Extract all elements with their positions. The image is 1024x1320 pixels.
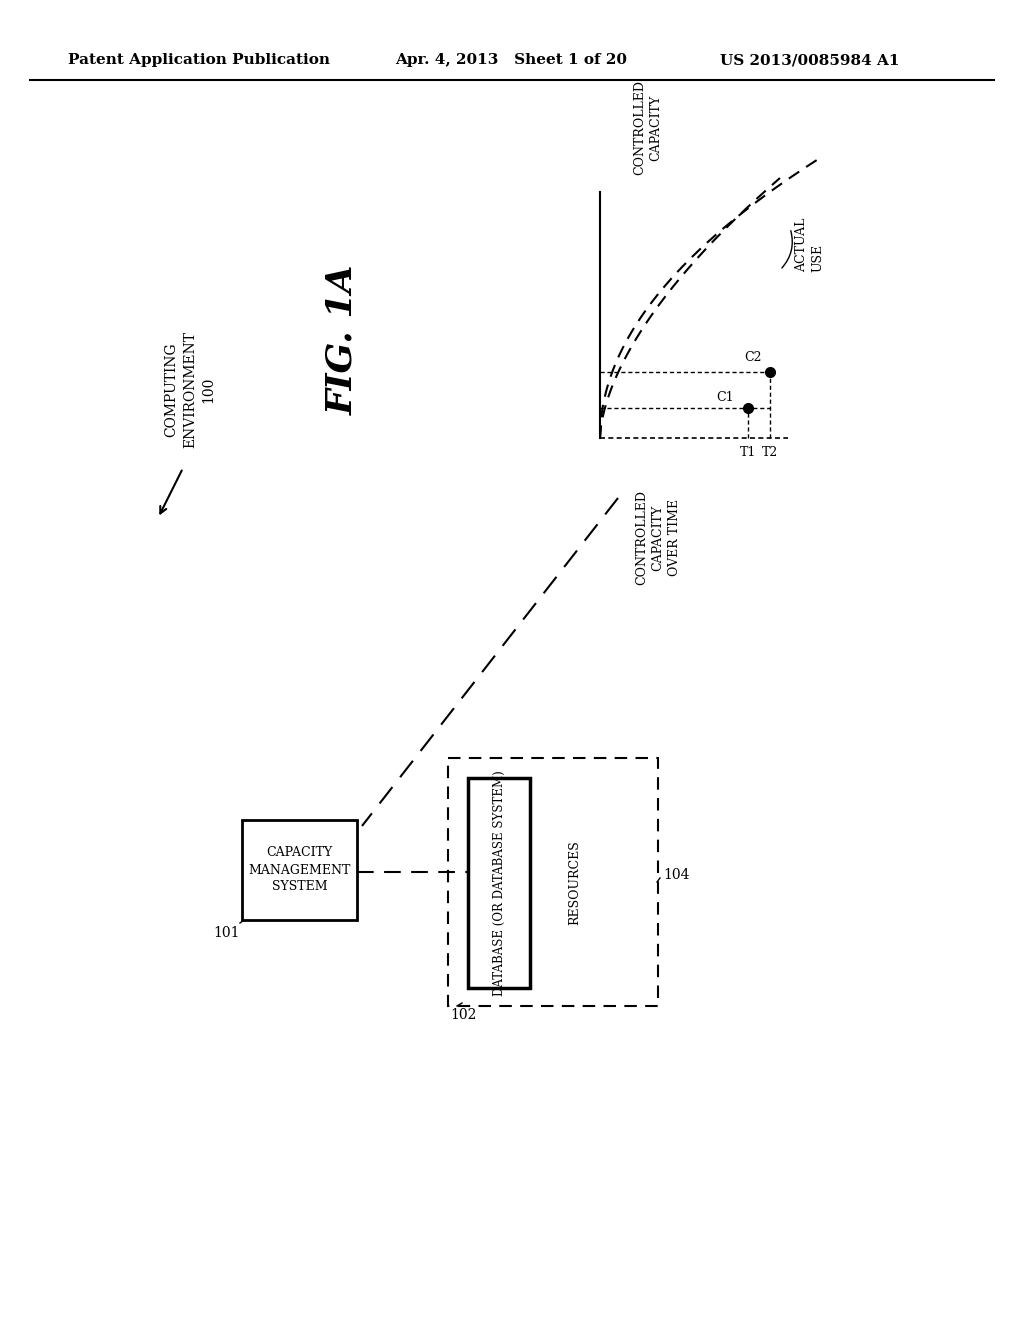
Text: FIG. 1A: FIG. 1A — [325, 265, 359, 416]
Bar — [242, 820, 357, 920]
Text: T2: T2 — [762, 446, 778, 459]
Text: 101: 101 — [213, 927, 240, 940]
Text: RESOURCES: RESOURCES — [568, 841, 582, 925]
Bar — [449, 758, 658, 1006]
Text: 102: 102 — [450, 1008, 476, 1022]
Text: CONTROLLED
CAPACITY: CONTROLLED CAPACITY — [634, 81, 663, 176]
Text: CAPACITY
MANAGEMENT
SYSTEM: CAPACITY MANAGEMENT SYSTEM — [248, 846, 350, 894]
Text: US 2013/0085984 A1: US 2013/0085984 A1 — [720, 53, 899, 67]
Text: Patent Application Publication: Patent Application Publication — [68, 53, 330, 67]
Text: C1: C1 — [717, 391, 734, 404]
Text: 104: 104 — [663, 869, 689, 882]
Text: ACTUAL
USE: ACTUAL USE — [795, 218, 824, 272]
Text: COMPUTING
ENVIRONMENT
100: COMPUTING ENVIRONMENT 100 — [165, 331, 215, 449]
Bar — [468, 777, 530, 987]
Text: DATABASE (OR DATABASE SYSTEM): DATABASE (OR DATABASE SYSTEM) — [493, 770, 506, 995]
Text: C2: C2 — [744, 351, 762, 364]
Text: Apr. 4, 2013   Sheet 1 of 20: Apr. 4, 2013 Sheet 1 of 20 — [395, 53, 627, 67]
Text: CONTROLLED
CAPACITY
OVER TIME: CONTROLLED CAPACITY OVER TIME — [636, 490, 681, 585]
Text: T1: T1 — [739, 446, 756, 459]
